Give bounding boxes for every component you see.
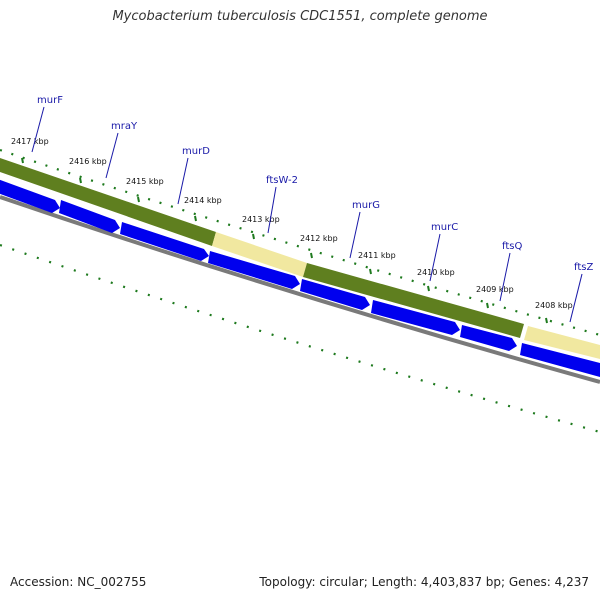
- pale-band[interactable]: [212, 232, 307, 277]
- olive-band[interactable]: [303, 263, 524, 338]
- gene-arrow[interactable]: [59, 200, 120, 233]
- pale-band[interactable]: [524, 326, 600, 359]
- kbp-tick-mark: [194, 215, 197, 222]
- kbp-tick-label: 2412 kbp: [300, 234, 338, 243]
- gene-labels: murF mraY murD ftsW-2 murG murC ftsQ ftsZ: [31, 95, 593, 323]
- gene-leader-line: [267, 186, 277, 234]
- kbp-tick-label: 2414 kbp: [184, 196, 222, 205]
- feature-band-track: [0, 158, 600, 359]
- gene-label[interactable]: murD: [182, 146, 210, 157]
- genome-summary-text: Topology: circular; Length: 4,403,837 bp…: [259, 575, 589, 589]
- gene-label[interactable]: ftsZ: [574, 262, 593, 273]
- kbp-tick-mark: [21, 157, 24, 164]
- gene-arrow[interactable]: [120, 222, 209, 261]
- kbp-tick-label: 2413 kbp: [242, 215, 280, 224]
- gene-leader-line: [499, 252, 511, 302]
- gene-arrow[interactable]: [208, 251, 300, 289]
- kbp-ticks: 2417 kbp 2416 kbp 2415 kbp 2414 kbp 2413 kbp…: [11, 137, 573, 324]
- kbp-tick-label: 2415 kbp: [126, 177, 164, 186]
- kbp-tick-mark: [427, 285, 430, 292]
- gene-leader-line: [429, 233, 441, 282]
- gene-leader-line: [177, 157, 189, 205]
- gene-arrow[interactable]: [300, 279, 370, 310]
- gene-leader-line: [105, 132, 119, 179]
- accession-text: Accession: NC_002755: [10, 575, 147, 589]
- kbp-tick-mark: [137, 196, 140, 203]
- kbp-tick-label: 2410 kbp: [417, 268, 455, 277]
- gene-leader-line: [31, 106, 45, 153]
- kbp-tick-mark: [310, 252, 313, 259]
- kbp-tick-mark: [369, 268, 372, 275]
- map-title: Mycobacterium tuberculosis CDC1551, comp…: [112, 9, 488, 24]
- kbp-tick-label: 2408 kbp: [535, 301, 573, 310]
- gene-arrow-track: [0, 178, 600, 377]
- gene-arrow[interactable]: [0, 178, 60, 213]
- kbp-tick-label: 2416 kbp: [69, 157, 107, 166]
- kbp-tick-mark: [252, 233, 255, 240]
- gene-label[interactable]: murF: [37, 95, 63, 106]
- gene-leader-line: [569, 273, 583, 323]
- kbp-tick-mark: [79, 177, 82, 184]
- gene-leader-line: [349, 211, 361, 259]
- backbone-ring: [0, 195, 600, 384]
- gene-label[interactable]: ftsQ: [502, 241, 522, 252]
- kbp-tick-label: 2409 kbp: [476, 285, 514, 294]
- gene-arrow[interactable]: [520, 343, 600, 377]
- kbp-tick-mark: [486, 302, 489, 309]
- gene-arrow[interactable]: [460, 325, 517, 351]
- gene-arrow[interactable]: [371, 300, 460, 335]
- kbp-tick-label: 2411 kbp: [358, 251, 396, 260]
- gene-label[interactable]: ftsW-2: [266, 175, 298, 186]
- kbp-tick-label: 2417 kbp: [11, 137, 49, 146]
- gene-label[interactable]: murC: [431, 222, 458, 233]
- kbp-tick-mark: [545, 317, 548, 324]
- gene-label[interactable]: mraY: [111, 121, 138, 132]
- gene-label[interactable]: murG: [352, 200, 380, 211]
- olive-band[interactable]: [0, 158, 216, 246]
